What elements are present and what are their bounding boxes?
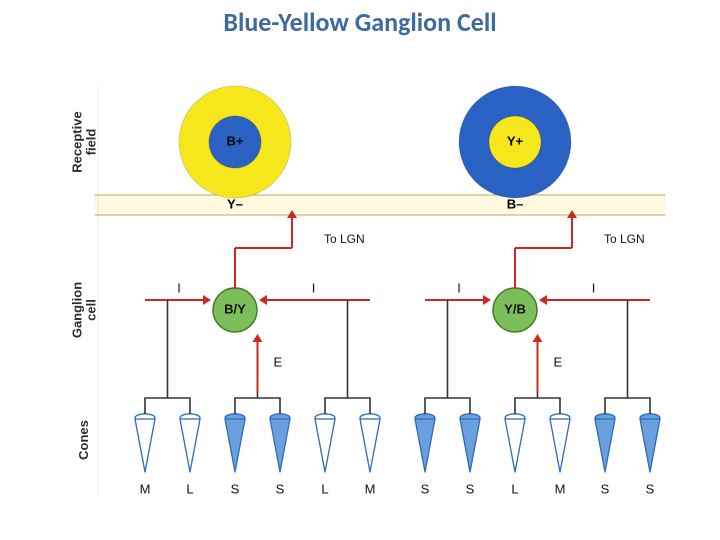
svg-text:To LGN: To LGN: [324, 232, 365, 246]
svg-text:B–: B–: [507, 196, 524, 211]
svg-text:S: S: [231, 481, 240, 496]
slide-root: { "title": { "text": "Blue-Yellow Gangli…: [0, 0, 720, 540]
svg-text:S: S: [466, 481, 475, 496]
svg-text:L: L: [321, 481, 328, 496]
svg-text:S: S: [421, 481, 430, 496]
svg-text:B+: B+: [227, 133, 244, 148]
svg-text:I: I: [592, 280, 596, 295]
svg-text:E: E: [554, 354, 563, 369]
svg-text:L: L: [511, 481, 518, 496]
svg-text:S: S: [646, 481, 655, 496]
svg-text:Y/B: Y/B: [504, 301, 526, 316]
svg-text:Y+: Y+: [507, 133, 524, 148]
svg-text:M: M: [555, 481, 566, 496]
svg-text:Y–: Y–: [227, 196, 243, 211]
diagram-svg: B+ Y– Y+ B– B/Y To LGN I I E Y/B To LGN I I E M L S S L M S S…: [0, 0, 720, 540]
svg-text:B/Y: B/Y: [224, 301, 246, 316]
svg-text:S: S: [276, 481, 285, 496]
svg-text:S: S: [601, 481, 610, 496]
svg-text:To LGN: To LGN: [604, 232, 645, 246]
svg-text:E: E: [274, 354, 283, 369]
svg-text:L: L: [186, 481, 193, 496]
svg-text:I: I: [457, 280, 461, 295]
svg-text:M: M: [140, 481, 151, 496]
svg-text:I: I: [312, 280, 316, 295]
svg-text:I: I: [177, 280, 181, 295]
svg-text:M: M: [365, 481, 376, 496]
